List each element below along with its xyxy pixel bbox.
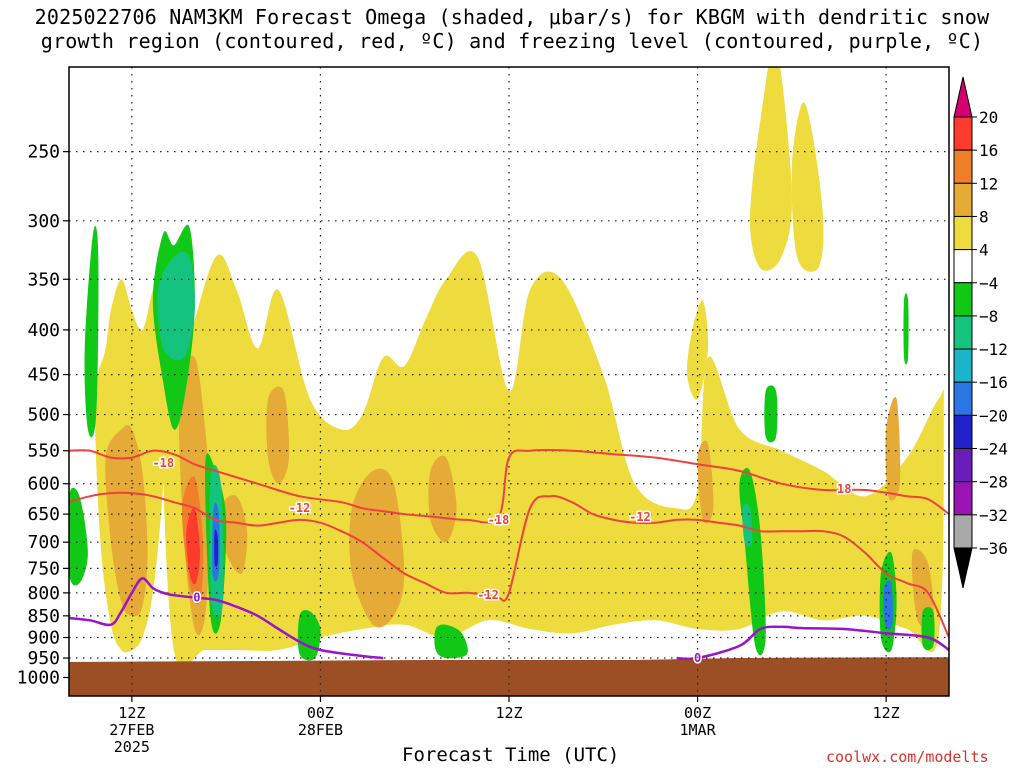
colorbar-label-9: −20 xyxy=(979,406,1008,425)
colorbar-bin-11 xyxy=(953,448,973,483)
y-tick-label-750: 750 xyxy=(27,558,60,579)
y-tick-label-950: 950 xyxy=(27,648,60,669)
omega-region-16 xyxy=(69,487,88,586)
omega-region-4 xyxy=(791,102,824,272)
y-tick-label-700: 700 xyxy=(27,532,60,553)
colorbar-label-7: −12 xyxy=(979,340,1008,359)
omega-region-10 xyxy=(428,455,457,543)
omega-region-17 xyxy=(84,225,99,438)
omega-region-27 xyxy=(742,503,753,547)
colorbar-label-8: −16 xyxy=(979,373,1008,392)
x-tick-year-12: 2025 xyxy=(114,738,150,756)
red-contour-label-4: -12 xyxy=(477,588,499,602)
colorbar-label-4: 4 xyxy=(979,241,989,260)
omega-region-23 xyxy=(214,529,219,567)
colorbar-label-3: 8 xyxy=(979,207,989,226)
colorbar-bin-3 xyxy=(953,182,973,217)
x-tick-date-12: 27FEB xyxy=(109,721,154,739)
omega-region-19 xyxy=(157,251,195,361)
colorbar-label-2: 12 xyxy=(979,174,998,193)
x-tick-date-66: 1MAR xyxy=(680,721,717,739)
colorbar-bin-7 xyxy=(953,315,973,350)
y-tick-label-550: 550 xyxy=(27,441,60,462)
red-contour-label-5: 18 xyxy=(837,482,851,496)
colorbar-bin-10 xyxy=(953,414,973,450)
freezing-level-contour-1 xyxy=(676,625,949,661)
colorbar-bin-1 xyxy=(953,116,973,151)
omega-region-31 xyxy=(764,385,778,443)
y-tick-label-800: 800 xyxy=(27,583,60,604)
omega-region-15 xyxy=(186,507,201,585)
red-contour-1 xyxy=(69,491,949,638)
x-tick-date-30: 28FEB xyxy=(298,721,343,739)
x-tick-label-66: 00Z xyxy=(684,704,711,722)
x-tick-label-12: 12Z xyxy=(118,704,145,722)
omega-region-2 xyxy=(750,67,792,271)
chart-title-line1: 2025022706 NAM3KM Forecast Omega (shaded… xyxy=(34,5,990,29)
y-tick-label-450: 450 xyxy=(27,365,60,386)
y-tick-label-850: 850 xyxy=(27,606,60,627)
y-tick-label-350: 350 xyxy=(27,269,60,290)
chart-title-line2: growth region (contoured, red, ºC) and f… xyxy=(40,29,984,53)
colorbar-label-12: −32 xyxy=(979,506,1008,525)
freezing-level-label-1: 0 xyxy=(694,651,701,665)
omega-region-8 xyxy=(266,386,290,484)
colorbar-bin-2 xyxy=(953,149,973,184)
red-contour-label-0: -18 xyxy=(152,456,174,470)
omega-region-25 xyxy=(434,624,468,659)
colorbar-bin-4 xyxy=(953,215,973,251)
colorbar-label-10: −24 xyxy=(979,440,1008,459)
x-axis-label: Forecast Time (UTC) xyxy=(402,744,620,766)
colorbar-label-11: −28 xyxy=(979,473,1008,492)
x-tick-label-30: 00Z xyxy=(307,704,334,722)
red-contour-0 xyxy=(69,449,949,524)
red-contour-label-1: -12 xyxy=(289,501,311,515)
y-tick-label-400: 400 xyxy=(27,320,60,341)
x-tick-label-48: 12Z xyxy=(495,704,522,722)
freezing-level-contour-0 xyxy=(69,577,384,660)
colorbar-bin-12 xyxy=(953,481,973,516)
colorbar-bin-5 xyxy=(953,249,973,284)
y-tick-label-600: 600 xyxy=(27,474,60,495)
omega-region-5 xyxy=(105,425,148,617)
plot-area: -18 -12 -18 -12 -12 18 0 0 xyxy=(69,67,949,696)
y-tick-label-1000: 1000 xyxy=(17,667,60,688)
colorbar-bin-6 xyxy=(953,282,973,317)
y-tick-label-900: 900 xyxy=(27,628,60,649)
colorbar-label-5: −4 xyxy=(979,274,998,293)
credit-link[interactable]: coolwx.com/modelts xyxy=(826,748,989,766)
colorbar-label-13: −36 xyxy=(979,539,1008,558)
omega-region-30 xyxy=(921,607,935,651)
colorbar-bin-9 xyxy=(953,381,973,416)
omega-region-32 xyxy=(903,293,909,365)
y-tick-label-500: 500 xyxy=(27,405,60,426)
red-contour-label-2: -18 xyxy=(488,513,510,527)
colorbar-bottom-arrow xyxy=(953,547,973,589)
y-tick-label-650: 650 xyxy=(27,504,60,525)
y-tick-label-250: 250 xyxy=(27,142,60,163)
x-tick-label-84: 12Z xyxy=(873,704,900,722)
omega-region-12 xyxy=(885,397,901,501)
colorbar: 20 16 12 8 4 −4 −8 −12 −16 −20 −24 −28 −32 −36 xyxy=(953,76,1008,589)
red-contour-label-3: -12 xyxy=(629,510,651,524)
freezing-level-label-0: 0 xyxy=(193,591,200,605)
omega-region-29 xyxy=(883,580,893,630)
y-tick-label-300: 300 xyxy=(27,211,60,232)
omega-region-11 xyxy=(697,440,714,524)
colorbar-top-arrow xyxy=(953,76,973,118)
colorbar-bin-8 xyxy=(953,348,973,383)
colorbar-label-1: 16 xyxy=(979,141,998,160)
colorbar-bin-13 xyxy=(953,514,973,549)
omega-region-7 xyxy=(220,495,248,575)
colorbar-label-6: −8 xyxy=(979,307,998,326)
colorbar-label-0: 20 xyxy=(979,108,998,127)
